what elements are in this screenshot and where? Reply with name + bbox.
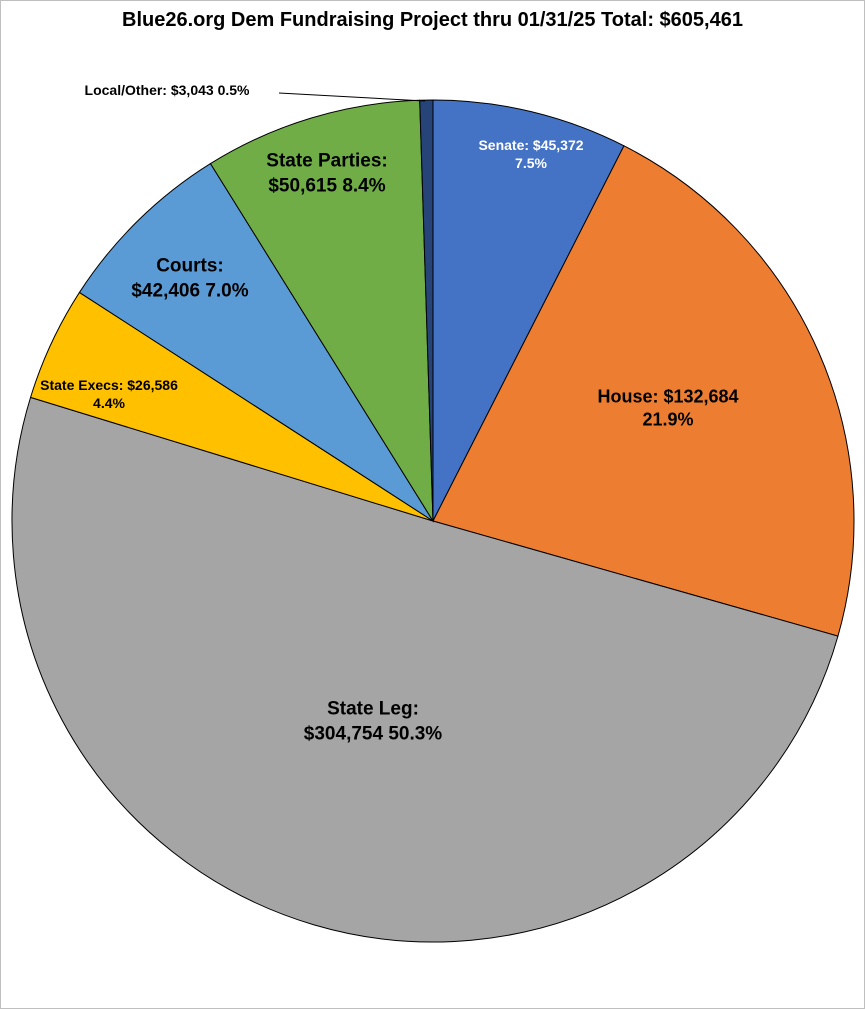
label-courts: Courts: $42,406 7.0% [131,254,248,303]
label-house-line1: House: $132,684 [597,386,739,407]
label-state-parties: State Parties: $50,615 8.4% [266,149,387,198]
leader-line-local-other [278,92,426,102]
chart-title: Blue26.org Dem Fundraising Project thru … [122,9,743,31]
pie-slice-state-leg [11,396,839,943]
pie-slice-courts [78,162,434,522]
label-senate-line1: Senate: $45,372 [478,136,584,153]
pie-slice-house [432,145,855,637]
label-state-parties-line2: $50,615 8.4% [268,175,386,196]
label-house: House: $132,684 21.9% [597,386,738,433]
label-state-leg-line1: State Leg: [327,698,419,720]
label-house-line2: 21.9% [642,410,694,430]
label-courts-line2: $42,406 7.0% [131,280,249,301]
label-state-leg-line2: $304,754 50.3% [303,723,443,744]
label-senate: Senate: $45,372 7.5% [478,136,583,172]
label-state-execs-line2: 4.4% [93,395,125,411]
label-courts-line1: Courts: [156,255,224,277]
label-senate-line2: 7.5% [515,155,547,171]
label-state-leg: State Leg: $304,754 50.3% [304,697,442,746]
label-local-other-line1: Local/Other: $3,043 0.5% [84,81,250,98]
label-local-other: Local/Other: $3,043 0.5% [85,81,250,99]
pie-slice-state-parties [209,99,434,523]
label-state-execs: State Execs: $26,586 4.4% [40,376,178,412]
pie-slice-senate [432,99,625,522]
label-state-parties-line1: State Parties: [266,150,388,172]
label-state-execs-line1: State Execs: $26,586 [40,376,178,393]
